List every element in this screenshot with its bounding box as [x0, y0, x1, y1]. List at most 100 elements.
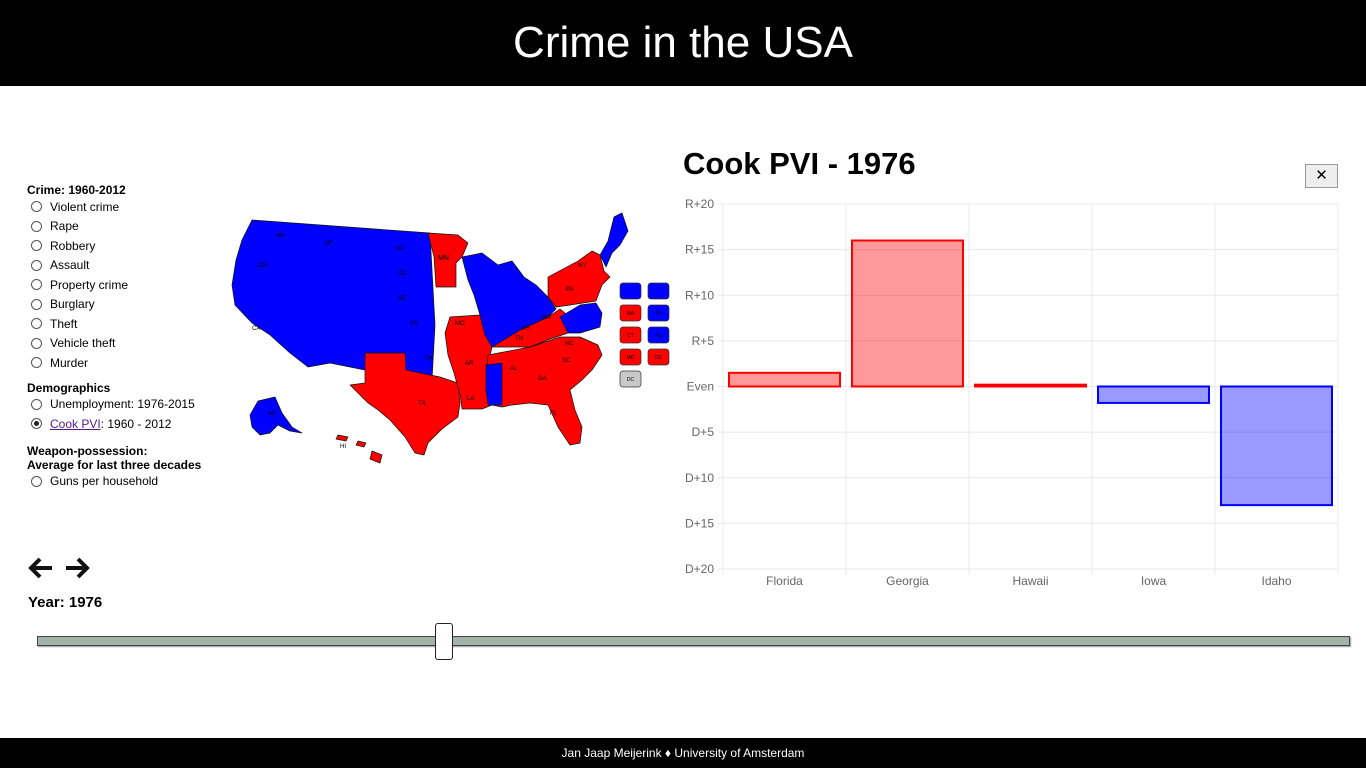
option-crime-label: Vehicle theft: [50, 336, 116, 351]
option-crime-4[interactable]: Property crime: [31, 275, 227, 295]
svg-text:HI: HI: [340, 444, 346, 450]
map-west-region[interactable]: [231, 219, 439, 384]
chart-y-tick-label: D+5: [692, 425, 715, 439]
small-state-ri[interactable]: RI: [647, 304, 670, 322]
chart-y-tick-label: D+10: [685, 471, 714, 485]
map-great-lakes-region[interactable]: [461, 252, 557, 348]
small-state-md[interactable]: MD: [619, 348, 642, 366]
option-crime-7[interactable]: Vehicle theft: [31, 334, 227, 354]
radio-crime-5[interactable]: [31, 298, 42, 310]
radio-crime-3[interactable]: [31, 259, 42, 271]
option-crime-5[interactable]: Burglary: [31, 295, 227, 315]
weapon-heading-line1: Weapon-possession:: [27, 443, 148, 458]
map-state-hi[interactable]: [335, 434, 383, 464]
small-state-nj[interactable]: NJ: [647, 326, 670, 344]
us-map: WA OR CA MT ND SD NE KS OK MN MO AR LA TX AL GA FL T…: [231, 212, 670, 464]
option-unemployment[interactable]: Unemployment: 1976-2015: [31, 395, 227, 415]
map-new-england[interactable]: [599, 212, 629, 268]
radio-crime-6[interactable]: [31, 318, 42, 330]
chart-bar-idaho[interactable]: [1220, 385, 1333, 507]
small-state-de[interactable]: DE: [647, 348, 670, 366]
svg-text:CA: CA: [252, 326, 260, 332]
chart-y-tick-label: D+20: [685, 562, 714, 576]
svg-text:OR: OR: [258, 263, 268, 269]
svg-text:TN: TN: [515, 336, 523, 342]
small-state-1[interactable]: [647, 282, 670, 300]
chart-x-tick-label: Iowa: [1141, 574, 1167, 588]
chart-x-tick-label: Georgia: [886, 574, 929, 588]
svg-text:WV: WV: [542, 315, 552, 321]
option-crime-8[interactable]: Murder: [31, 353, 227, 373]
radio-guns[interactable]: [31, 475, 42, 487]
chart-x-tick-label: Hawaii: [1012, 574, 1048, 588]
svg-text:AR: AR: [465, 361, 474, 367]
option-guns[interactable]: Guns per household: [31, 472, 227, 492]
option-crime-2[interactable]: Robbery: [31, 236, 227, 256]
radio-crime-1[interactable]: [31, 220, 42, 232]
svg-text:KS: KS: [410, 321, 418, 327]
year-slider-handle[interactable]: [435, 623, 453, 660]
radio-crime-2[interactable]: [31, 240, 42, 252]
radio-crime-0[interactable]: [31, 201, 42, 213]
option-guns-label: Guns per household: [50, 474, 159, 489]
chart-bar-florida[interactable]: [728, 371, 841, 388]
map-state-tx[interactable]: [349, 352, 461, 456]
map-state-ny-pa[interactable]: [547, 250, 611, 308]
chart-y-tick-label: D+15: [685, 516, 714, 530]
chart-bar-georgia[interactable]: [851, 239, 964, 388]
chart-x-tick-label: Idaho: [1261, 574, 1291, 588]
crime-options: Violent crime Rape Robbery Assault Property …: [27, 197, 227, 373]
svg-text:AL: AL: [510, 366, 518, 372]
map-southeast-region[interactable]: [485, 336, 603, 446]
chart-bar-iowa[interactable]: [1097, 385, 1210, 404]
option-crime-0[interactable]: Violent crime: [31, 197, 227, 217]
option-crime-6[interactable]: Theft: [31, 314, 227, 334]
svg-text:PA: PA: [566, 287, 574, 293]
radio-cook-pvi[interactable]: [31, 418, 42, 430]
close-button[interactable]: ✕: [1305, 164, 1338, 188]
year-navigation: [28, 555, 90, 581]
year-slider-track[interactable]: [37, 636, 1350, 646]
svg-text:SD: SD: [398, 271, 407, 277]
svg-text:MO: MO: [455, 321, 465, 327]
map-state-ak[interactable]: [249, 396, 303, 436]
arrow-right-icon[interactable]: [64, 555, 90, 581]
map-state-ms[interactable]: [485, 362, 503, 406]
svg-text:GA: GA: [538, 376, 547, 382]
option-crime-label: Murder: [50, 355, 89, 370]
chart-title: Cook PVI - 1976: [683, 146, 916, 181]
crime-heading: Crime: 1960-2012: [27, 183, 126, 197]
small-state-ma[interactable]: MA: [619, 304, 642, 322]
page-title: Crime in the USA: [513, 18, 853, 67]
option-cook-pvi[interactable]: Cook PVI: 1960 - 2012: [31, 414, 227, 434]
small-state-dc[interactable]: DC: [619, 370, 642, 388]
svg-text:TX: TX: [418, 401, 426, 407]
svg-text:NE: NE: [398, 296, 406, 302]
option-crime-1[interactable]: Rape: [31, 217, 227, 237]
dataset-menu: Crime: 1960-2012 Violent crime Rape Robber…: [27, 183, 227, 491]
year-label: Year: 1976: [28, 594, 103, 611]
svg-text:NC: NC: [565, 341, 574, 347]
small-state-label: RI: [656, 311, 661, 317]
chart-y-tick-label: R+10: [685, 288, 714, 302]
option-crime-label: Violent crime: [50, 199, 120, 214]
small-state-ct[interactable]: CT: [619, 326, 642, 344]
cook-pvi-chart: R+20 R+15 R+10 R+5 Even D+5 D+10 D+15 D+20 Flori…: [685, 197, 1339, 588]
chart-bar-hawaii[interactable]: [974, 383, 1087, 388]
radio-unemployment[interactable]: [31, 398, 42, 410]
small-state-label: DC: [627, 377, 635, 383]
cook-pvi-link[interactable]: Cook PVI: [50, 416, 101, 431]
option-crime-3[interactable]: Assault: [31, 256, 227, 276]
map-state-mn[interactable]: [427, 232, 469, 288]
radio-crime-7[interactable]: [31, 337, 42, 349]
svg-text:WA: WA: [276, 233, 285, 239]
map-state-va[interactable]: [559, 302, 603, 334]
small-state-label: CT: [627, 333, 634, 339]
option-crime-label: Property crime: [50, 277, 129, 292]
radio-crime-4[interactable]: [31, 279, 42, 291]
radio-crime-8[interactable]: [31, 357, 42, 369]
small-state-label: NJ: [655, 333, 662, 339]
chart-y-tick-label: Even: [687, 380, 714, 394]
arrow-left-icon[interactable]: [28, 555, 54, 581]
small-state-0[interactable]: [619, 282, 642, 300]
